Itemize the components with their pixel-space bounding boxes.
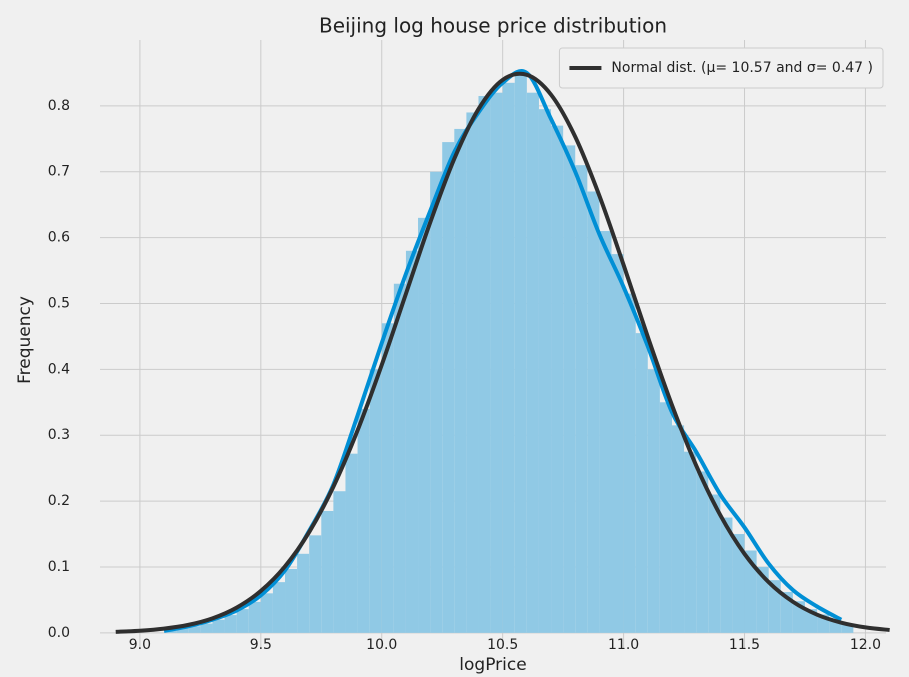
bar [780, 592, 793, 633]
bar [430, 171, 443, 633]
bar [369, 369, 382, 633]
legend-box [558, 47, 884, 89]
bar [732, 534, 745, 633]
bar [720, 517, 733, 633]
bar [490, 92, 503, 633]
y-tick-label: 0.8 [48, 98, 70, 114]
bar [575, 165, 588, 633]
x-tick-label: 11.5 [729, 637, 760, 653]
bar [502, 82, 515, 633]
bar [841, 623, 854, 633]
bar [671, 425, 685, 633]
bar [188, 626, 201, 633]
bar [659, 402, 672, 633]
bar [599, 231, 612, 633]
bar [756, 566, 769, 633]
bar [224, 615, 237, 633]
bar [563, 145, 576, 633]
bar [551, 125, 564, 633]
bar [647, 369, 660, 633]
bar [623, 293, 636, 633]
bar [285, 568, 298, 633]
bar [744, 550, 757, 633]
bar [768, 580, 781, 633]
bar [635, 333, 648, 633]
bar [357, 408, 370, 633]
bar [176, 628, 189, 633]
bar [345, 453, 358, 633]
bar [442, 142, 455, 633]
bar [454, 128, 467, 633]
bar [272, 582, 286, 633]
x-tick-label: 10.0 [366, 637, 397, 653]
y-tick-label: 0.6 [48, 230, 70, 246]
legend: Normal dist. (μ= 10.57 and σ= 0.47 ) [558, 47, 884, 89]
bar [212, 619, 225, 633]
bar [393, 283, 406, 633]
x-tick-label: 12.0 [850, 637, 881, 653]
bar [260, 593, 273, 633]
y-tick-label: 0.7 [48, 164, 70, 180]
bar [200, 623, 213, 633]
x-tick-label: 11.0 [608, 637, 639, 653]
line [115, 71, 890, 634]
bar [381, 323, 394, 633]
line [163, 69, 843, 633]
chart-title: Beijing log house price distribution [319, 14, 667, 38]
bar [333, 491, 346, 633]
x-tick-label: 9.0 [129, 637, 151, 653]
y-tick-label: 0.0 [48, 625, 70, 641]
y-tick-label: 0.5 [48, 295, 70, 311]
y-tick-label: 0.2 [48, 493, 70, 509]
bar [248, 601, 261, 633]
bar [236, 609, 249, 633]
legend-label: Normal dist. (μ= 10.57 and σ= 0.47 ) [611, 60, 873, 76]
y-tick-label: 0.3 [48, 427, 70, 443]
y-tick-label: 0.1 [48, 559, 70, 575]
bar [478, 95, 491, 633]
bar [587, 191, 600, 633]
bar [611, 254, 624, 633]
bar [297, 553, 310, 633]
bar [466, 112, 479, 633]
y-axis-label: Frequency [15, 296, 35, 384]
bar [321, 510, 334, 633]
bar [538, 109, 552, 633]
bar [405, 250, 419, 633]
bar [309, 535, 322, 633]
bar [514, 72, 527, 633]
bar [418, 217, 431, 633]
bar [696, 471, 709, 633]
x-tick-label: 9.5 [250, 637, 272, 653]
x-axis-label: logPrice [459, 655, 526, 675]
bar [708, 494, 721, 633]
y-tick-label: 0.4 [48, 361, 70, 377]
bar [526, 92, 539, 633]
bar [684, 451, 697, 633]
x-tick-label: 10.5 [487, 637, 518, 653]
